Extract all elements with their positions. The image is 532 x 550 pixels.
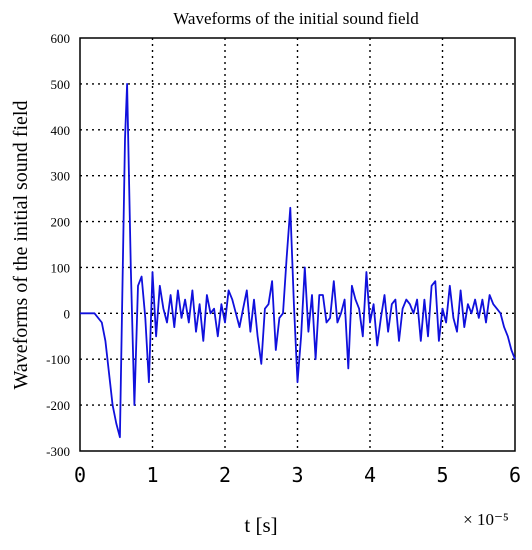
x-tick-label: 1	[146, 463, 158, 487]
y-tick-label: 0	[64, 306, 71, 321]
y-tick-label: 200	[51, 215, 71, 230]
x-axis-multiplier: × 10⁻⁵	[463, 510, 509, 529]
x-tick-label: 4	[364, 463, 376, 487]
y-tick-label: 500	[51, 77, 71, 92]
y-tick-label: -200	[46, 398, 70, 413]
y-tick-label: -100	[46, 352, 70, 367]
x-tick-label: 2	[219, 463, 231, 487]
y-tick-label: 400	[51, 123, 71, 138]
chart-title: Waveforms of the initial sound field	[173, 9, 419, 28]
y-tick-label: 100	[51, 260, 71, 275]
x-tick-label: 0	[74, 463, 86, 487]
series-line	[80, 83, 516, 439]
y-tick-labels: 600 500 400 300 200 100 0 -100 -200 -300	[46, 31, 70, 459]
plot-frame	[79, 37, 516, 452]
y-tick-label: -300	[46, 444, 70, 459]
y-axis-label: Waveforms of the initial sound field	[10, 101, 32, 390]
grid	[80, 38, 515, 451]
x-tick-label: 6	[509, 463, 521, 487]
x-axis-label: t [s]	[244, 513, 277, 537]
x-tick-label: 3	[291, 463, 303, 487]
x-tick-label: 5	[436, 463, 448, 487]
x-tick-labels: 0 1 2 3 4 5 6	[74, 463, 521, 487]
y-tick-label: 600	[51, 31, 71, 46]
y-tick-label: 300	[51, 169, 71, 184]
